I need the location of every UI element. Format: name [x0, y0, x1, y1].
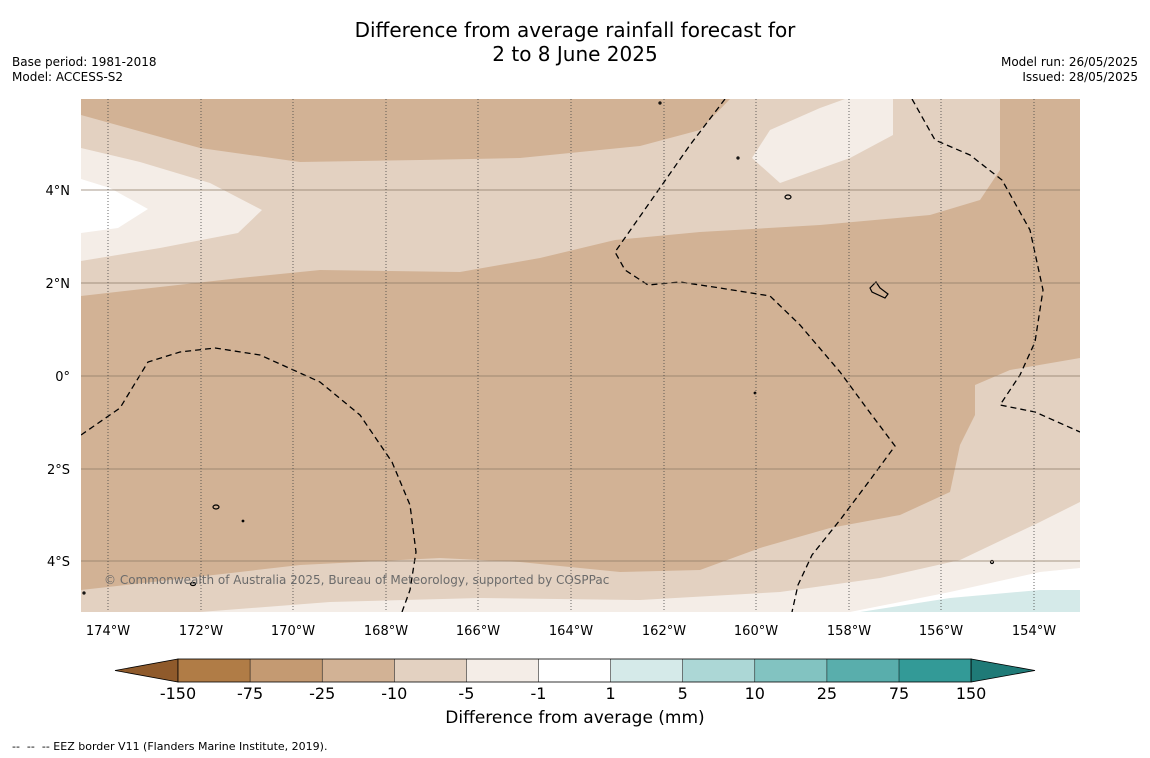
eez-border-central [614, 99, 896, 612]
longitude-label: 170°W [271, 624, 315, 639]
longitude-label: 160°W [734, 624, 778, 639]
longitude-label: 156°W [919, 624, 963, 639]
colorbar-extend-high [970, 658, 1036, 683]
eez-border-west [81, 347, 417, 612]
latitude-label: 4°N [46, 184, 71, 199]
title-line-2: 2 to 8 June 2025 [492, 42, 658, 66]
colorbar-segment [538, 659, 611, 682]
colorbar-tick-labels: -150 -75 -25 -10 -5 -1 1 5 10 25 75 150 [160, 684, 987, 703]
meta-left: Base period: 1981-2018 Model: ACCESS-S2 [12, 55, 157, 85]
colorbar-frame [177, 658, 972, 683]
island [784, 194, 792, 200]
band-m10-m5-south [81, 358, 1080, 612]
colorbar-tick-label: 1 [606, 684, 616, 703]
island [212, 504, 220, 510]
colorbar-segment [394, 659, 467, 682]
island [241, 519, 245, 523]
band-m5-m1-north-left [81, 148, 262, 261]
colorbar-tick-label: -10 [381, 684, 407, 703]
colorbar-segment [682, 659, 755, 682]
colorbar-segment [178, 659, 251, 682]
band-m5-m1-south [200, 502, 1080, 612]
band-m5-m1-north-right [752, 99, 893, 183]
footnote-eez: -- -- -- EEZ border V11 (Flanders Marine… [12, 740, 328, 753]
longitude-label: 166°W [456, 624, 500, 639]
issued-date: Issued: 28/05/2025 [1022, 70, 1138, 84]
longitude-label: 172°W [179, 624, 223, 639]
latitude-labels: 4°N 2°N 0° 2°S 4°S [46, 184, 71, 570]
model-name: Model: ACCESS-S2 [12, 70, 124, 84]
island [658, 101, 662, 105]
island-outlines [82, 101, 995, 595]
latitude-label: 4°S [47, 555, 70, 570]
island [82, 591, 86, 595]
colorbar-segment [322, 659, 395, 682]
colorbar-segment [610, 659, 683, 682]
copyright-notice: © Commonwealth of Australia 2025, Bureau… [104, 573, 609, 587]
latitude-label: 2°N [46, 277, 71, 292]
longitude-label: 158°W [827, 624, 871, 639]
colorbar-tick-label: 25 [817, 684, 837, 703]
model-run: Model run: 26/05/2025 [1000, 55, 1138, 69]
colorbar-tick-label: 150 [956, 684, 987, 703]
meta-right: Model run: 26/05/2025 Issued: 28/05/2025 [1001, 55, 1138, 85]
base-period: Base period: 1981-2018 [12, 55, 157, 69]
colorbar [114, 658, 1036, 683]
band-m1-p1-north-left [81, 179, 148, 233]
title-line-1: Difference from average rainfall forecas… [354, 18, 796, 42]
longitude-label: 162°W [642, 624, 686, 639]
colorbar-tick-label: -75 [237, 684, 263, 703]
island [736, 156, 740, 160]
chart-title: Difference from average rainfall forecas… [0, 18, 1150, 66]
colorbar-segment [466, 659, 539, 682]
longitude-label: 168°W [364, 624, 408, 639]
colorbar-title: Difference from average (mm) [445, 708, 705, 728]
longitude-label: 154°W [1012, 624, 1056, 639]
island [189, 581, 197, 587]
longitude-labels: 174°W 172°W 170°W 168°W 166°W 164°W 162°W 160°W… [86, 624, 1056, 639]
colorbar-tick-label: -25 [309, 684, 335, 703]
latitude-gridlines [81, 189, 1080, 562]
eez-border-east [911, 99, 1080, 433]
island [989, 559, 995, 565]
colorbar-tick-label: 5 [678, 684, 688, 703]
colorbar-tick-label: -1 [531, 684, 547, 703]
colorbar-segment [754, 659, 827, 682]
colorbar-tick-label: -150 [160, 684, 196, 703]
latitude-label: 0° [55, 370, 70, 385]
colorbar-tick-label: -5 [458, 684, 474, 703]
band-p1-p5-south [860, 590, 1080, 612]
longitude-label: 174°W [86, 624, 130, 639]
latitude-label: 2°S [47, 463, 70, 478]
eez-borders [81, 99, 1080, 612]
colorbar-segment [899, 659, 972, 682]
longitude-label: 164°W [549, 624, 593, 639]
colorbar-tick-label: 10 [745, 684, 765, 703]
colorbar-tick-label: 75 [889, 684, 909, 703]
island [869, 281, 889, 299]
colorbar-segment [250, 659, 323, 682]
colorbar-extend-low [114, 658, 179, 683]
rainfall-anomaly-field: © Commonwealth of Australia 2025, Bureau… [81, 99, 1080, 612]
colorbar-segment [826, 659, 899, 682]
